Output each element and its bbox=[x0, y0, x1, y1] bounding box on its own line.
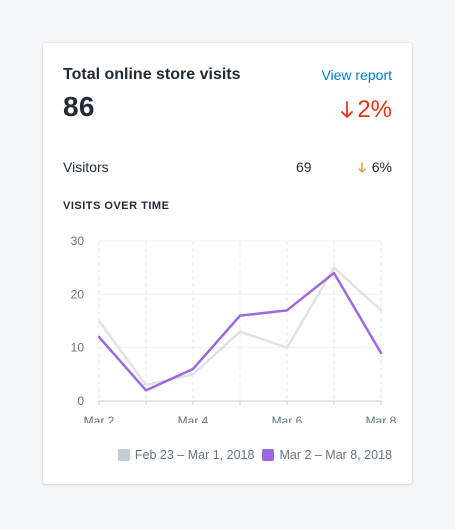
visits-card: Total online store visits View report 86… bbox=[43, 43, 412, 484]
x-tick-label: Mar 8 bbox=[366, 414, 397, 423]
arrow-down-icon bbox=[341, 101, 354, 118]
arrow-down-icon bbox=[358, 161, 366, 173]
total-visits-value: 86 bbox=[63, 91, 95, 122]
y-tick-label: 20 bbox=[71, 287, 85, 301]
x-tick-label: Mar 4 bbox=[178, 414, 209, 423]
legend-label: Feb 23 – Mar 1, 2018 bbox=[134, 448, 255, 462]
legend-item: Mar 2 – Mar 8, 2018 bbox=[262, 448, 392, 462]
series-line-2 bbox=[97, 271, 383, 392]
visitors-change-value: 6% bbox=[371, 159, 392, 175]
y-tick-label: 30 bbox=[71, 234, 85, 248]
x-tick-label: Mar 6 bbox=[272, 414, 303, 423]
card-title: Total online store visits bbox=[63, 66, 241, 83]
x-tick-label: Mar 2 bbox=[84, 414, 115, 423]
section-title: VISITS OVER TIME bbox=[63, 200, 170, 212]
total-change: 2% bbox=[341, 96, 392, 124]
y-tick-label: 0 bbox=[77, 394, 84, 408]
visits-line-chart: 0 10 20 30 Mar 2 Mar 4 Mar 6 Mar 8 bbox=[71, 234, 397, 423]
chart-legend: Feb 23 – Mar 1, 2018 Mar 2 – Mar 8, 2018 bbox=[117, 448, 392, 462]
visitors-value: 69 bbox=[296, 159, 312, 175]
y-tick-label: 10 bbox=[71, 341, 85, 355]
view-report-link[interactable]: View report bbox=[321, 67, 392, 83]
visitors-change: 6% bbox=[358, 159, 392, 175]
visitors-row: Visitors 69 6% bbox=[63, 159, 392, 179]
series-line-1 bbox=[97, 266, 383, 387]
total-change-value: 2% bbox=[357, 96, 392, 123]
legend-item: Feb 23 – Mar 1, 2018 bbox=[117, 448, 255, 462]
legend-swatch bbox=[262, 449, 275, 461]
visitors-label: Visitors bbox=[63, 159, 109, 175]
legend-label: Mar 2 – Mar 8, 2018 bbox=[279, 448, 392, 462]
legend-swatch bbox=[117, 449, 130, 461]
